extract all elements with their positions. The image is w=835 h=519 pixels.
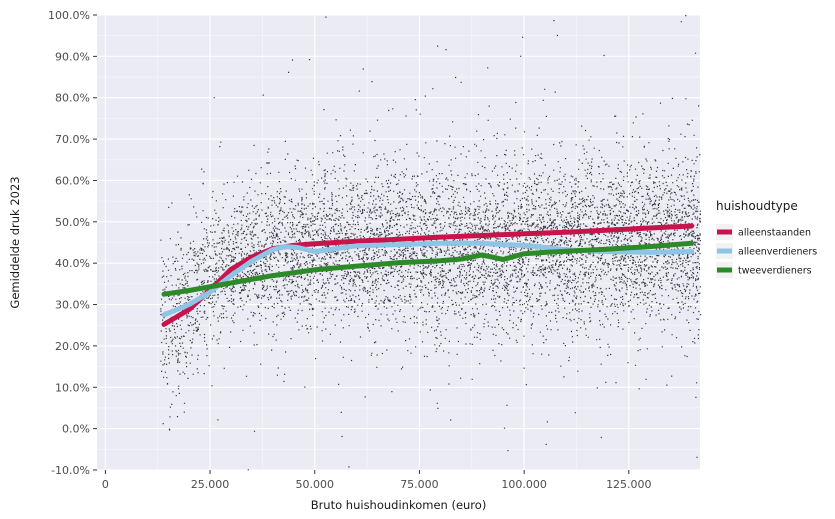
series-line-alleenstaanden [161,223,695,327]
y-tick-label: 70.0% [55,133,90,146]
legend-items: alleenstaanden alleenverdieners tweeverdie… [716,224,817,278]
y-tick-label: 90.0% [55,50,90,63]
y-tick-label: 100.0% [48,9,90,22]
legend-label-alleenstaanden: alleenstaanden [738,228,811,239]
y-tick-label: 0.0% [62,423,90,436]
y-axis-ticks: -10.0% 0.0% 10.0% 20.0% 30.0% 40.0% 50.0% 60.0%… [48,9,97,477]
y-tick-label: 30.0% [55,299,90,312]
y-axis-title: Gemiddelde druk 2023 [8,176,22,308]
x-tick-label: 75.000 [400,478,439,491]
y-tick-label: 60.0% [55,174,90,187]
legend-label-tweeverdieners: tweeverdieners [738,266,812,277]
legend: huishoudtype alleenstaanden alleenverdien… [716,199,817,278]
x-tick-label: 0 [102,478,109,491]
y-tick-label: 40.0% [55,257,90,270]
y-tick-label: 20.0% [55,340,90,353]
legend-label-alleenverdieners: alleenverdieners [738,247,817,258]
series-line-tweeverdieners [161,240,695,297]
x-tick-label: 100.000 [501,478,547,491]
y-tick-label: 10.0% [55,381,90,394]
x-tick-label: 50.000 [296,478,335,491]
legend-title: huishoudtype [716,199,798,213]
smoothed-lines [161,223,695,327]
y-tick-label: -10.0% [51,464,90,477]
x-tick-label: 25.000 [191,478,230,491]
x-tick-label: 125.000 [606,478,652,491]
y-tick-label: 80.0% [55,92,90,105]
x-axis-title: Bruto huishoudinkomen (euro) [311,498,487,512]
x-axis-ticks: 0 25.000 50.000 75.000 100.000 125.000 [102,470,652,491]
y-tick-label: 50.0% [55,216,90,229]
